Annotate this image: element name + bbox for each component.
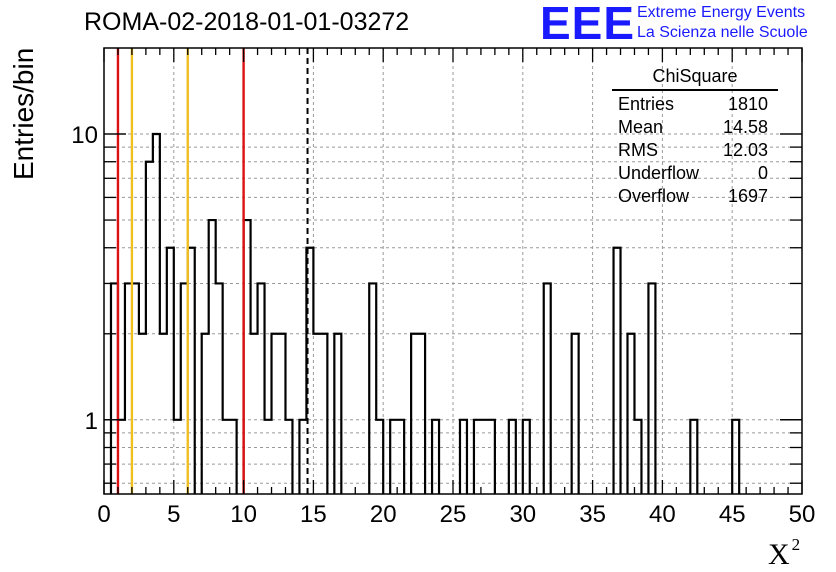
- logo-line-2: La Scienza nelle Scuole: [637, 24, 808, 41]
- x-tick-label: 20: [370, 501, 397, 528]
- stats-label: Underflow: [618, 163, 700, 183]
- x-tick-label: 45: [719, 501, 746, 528]
- x-tick-label: 5: [167, 501, 180, 528]
- stats-row-rms: RMS 12.03: [612, 139, 778, 162]
- x-tick-label: 10: [230, 501, 257, 528]
- eee-logo: EEE: [540, 0, 636, 49]
- stats-label: RMS: [618, 140, 658, 160]
- x-axis-label-sup: 2: [791, 535, 801, 554]
- stats-value: 0: [757, 163, 768, 183]
- stats-label: Mean: [618, 117, 664, 137]
- x-axis-label-base: X: [768, 538, 790, 571]
- stats-row-mean: Mean 14.58: [612, 116, 778, 139]
- x-tick-label: 30: [509, 501, 536, 528]
- x-tick-label: 25: [440, 501, 467, 528]
- stats-value: 1810: [727, 94, 768, 114]
- histogram-bin: [139, 334, 146, 494]
- chart-title: ROMA-02-2018-01-01-03272: [84, 8, 410, 36]
- logo-line-1: Extreme Energy Events: [637, 4, 806, 21]
- stats-row-overflow: Overflow 1697: [612, 185, 778, 208]
- histogram-bin: [160, 334, 167, 494]
- stats-value: 14.58: [722, 117, 768, 137]
- histogram-bin: [313, 334, 320, 494]
- stats-label: Entries: [618, 94, 675, 114]
- histogram-outline: [109, 132, 741, 494]
- stats-divider: [612, 89, 778, 91]
- stats-box: ChiSquare Entries 1810 Mean 14.58 RMS 12…: [612, 66, 778, 208]
- x-tick-label: 40: [649, 501, 676, 528]
- stats-label: Overflow: [618, 186, 690, 206]
- x-tick-label: 35: [579, 501, 606, 528]
- y-axis-label: Entries/bin: [8, 47, 39, 180]
- stats-title: ChiSquare: [652, 66, 738, 86]
- stats-row-underflow: Underflow 0: [612, 162, 778, 185]
- y-tick-label: 1: [85, 408, 98, 435]
- stats-row-entries: Entries 1810: [612, 93, 778, 116]
- y-tick-label: 10: [71, 122, 98, 149]
- histogram-bin: [251, 334, 258, 494]
- x-tick-label: 0: [97, 501, 110, 528]
- x-tick-label: 50: [789, 501, 816, 528]
- x-tick-label: 15: [300, 501, 327, 528]
- stats-value: 1697: [727, 186, 768, 206]
- stats-value: 12.03: [722, 140, 768, 160]
